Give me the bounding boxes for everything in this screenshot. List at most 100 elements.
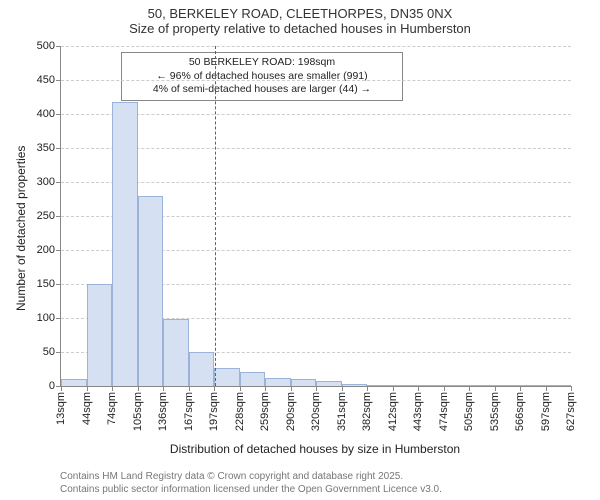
y-tick-label: 200 xyxy=(37,244,55,256)
histogram-bar xyxy=(444,385,470,386)
annotation-line: ← 96% of detached houses are smaller (99… xyxy=(128,70,396,84)
histogram-bar xyxy=(61,379,87,386)
histogram-bar xyxy=(291,379,317,386)
x-tick-mark xyxy=(393,386,394,391)
x-tick-label: 290sqm xyxy=(285,392,297,431)
x-tick-label: 627sqm xyxy=(565,392,577,431)
y-tick-mark xyxy=(56,318,61,319)
histogram-bar xyxy=(138,196,164,386)
x-tick-label: 474sqm xyxy=(438,392,450,431)
x-tick-label: 443sqm xyxy=(412,392,424,431)
histogram-bar xyxy=(469,385,495,386)
x-tick-mark xyxy=(112,386,113,391)
x-tick-mark xyxy=(418,386,419,391)
x-tick-label: 535sqm xyxy=(489,392,501,431)
x-tick-mark xyxy=(138,386,139,391)
histogram-bar xyxy=(112,102,138,386)
title-line-1: 50, BERKELEY ROAD, CLEETHORPES, DN35 0NX xyxy=(0,6,600,21)
histogram-bar xyxy=(393,385,419,386)
x-tick-label: 44sqm xyxy=(81,392,93,425)
grid-line xyxy=(61,80,571,81)
footer-attribution: Contains HM Land Registry data © Crown c… xyxy=(60,470,442,496)
y-tick-mark xyxy=(56,216,61,217)
y-tick-label: 50 xyxy=(43,346,55,358)
x-tick-mark xyxy=(189,386,190,391)
x-tick-label: 136sqm xyxy=(157,392,169,431)
footer-line-2: Contains public sector information licen… xyxy=(60,483,442,496)
y-tick-label: 250 xyxy=(37,210,55,222)
chart-container: 50, BERKELEY ROAD, CLEETHORPES, DN35 0NX… xyxy=(0,0,600,500)
x-tick-label: 320sqm xyxy=(310,392,322,431)
reference-line xyxy=(215,46,216,386)
y-tick-mark xyxy=(56,114,61,115)
plot-area: 50 BERKELEY ROAD: 198sqm← 96% of detache… xyxy=(60,46,571,387)
x-tick-mark xyxy=(469,386,470,391)
histogram-bar xyxy=(214,368,240,386)
x-tick-label: 505sqm xyxy=(463,392,475,431)
title-block: 50, BERKELEY ROAD, CLEETHORPES, DN35 0NX… xyxy=(0,0,600,36)
x-tick-mark xyxy=(342,386,343,391)
histogram-bar xyxy=(265,378,291,386)
x-tick-label: 351sqm xyxy=(336,392,348,431)
histogram-bar xyxy=(189,352,215,386)
footer-line-1: Contains HM Land Registry data © Crown c… xyxy=(60,470,442,483)
histogram-bar xyxy=(87,284,113,386)
x-tick-label: 13sqm xyxy=(55,392,67,425)
y-tick-mark xyxy=(56,148,61,149)
x-axis-label: Distribution of detached houses by size … xyxy=(60,442,570,456)
y-axis-label: Number of detached properties xyxy=(14,146,28,311)
x-tick-label: 566sqm xyxy=(514,392,526,431)
grid-line xyxy=(61,182,571,183)
y-tick-mark xyxy=(56,250,61,251)
histogram-bar xyxy=(163,319,189,386)
y-tick-label: 150 xyxy=(37,278,55,290)
y-tick-mark xyxy=(56,182,61,183)
grid-line xyxy=(61,46,571,47)
y-tick-label: 350 xyxy=(37,142,55,154)
x-tick-mark xyxy=(520,386,521,391)
x-tick-label: 228sqm xyxy=(234,392,246,431)
annotation-line: 50 BERKELEY ROAD: 198sqm xyxy=(128,56,396,70)
y-tick-label: 100 xyxy=(37,312,55,324)
x-tick-mark xyxy=(265,386,266,391)
histogram-bar xyxy=(316,381,342,386)
x-tick-label: 105sqm xyxy=(132,392,144,431)
x-tick-mark xyxy=(291,386,292,391)
grid-line xyxy=(61,148,571,149)
x-tick-mark xyxy=(61,386,62,391)
y-tick-mark xyxy=(56,352,61,353)
x-tick-label: 74sqm xyxy=(106,392,118,425)
y-tick-label: 450 xyxy=(37,74,55,86)
x-tick-label: 412sqm xyxy=(387,392,399,431)
histogram-bar xyxy=(495,385,521,386)
y-tick-label: 300 xyxy=(37,176,55,188)
x-tick-label: 382sqm xyxy=(361,392,373,431)
x-tick-label: 197sqm xyxy=(208,392,220,431)
y-tick-mark xyxy=(56,284,61,285)
x-tick-mark xyxy=(316,386,317,391)
y-tick-label: 400 xyxy=(37,108,55,120)
x-tick-mark xyxy=(571,386,572,391)
annotation-line: 4% of semi-detached houses are larger (4… xyxy=(128,83,396,97)
annotation-box: 50 BERKELEY ROAD: 198sqm← 96% of detache… xyxy=(121,52,403,101)
y-tick-mark xyxy=(56,46,61,47)
grid-line xyxy=(61,114,571,115)
x-tick-label: 597sqm xyxy=(540,392,552,431)
histogram-bar xyxy=(342,384,368,386)
histogram-bar xyxy=(546,385,572,386)
histogram-bar xyxy=(367,385,393,386)
title-line-2: Size of property relative to detached ho… xyxy=(0,21,600,36)
histogram-bar xyxy=(240,372,266,386)
x-tick-label: 259sqm xyxy=(259,392,271,431)
x-tick-mark xyxy=(87,386,88,391)
y-tick-label: 500 xyxy=(37,40,55,52)
histogram-bar xyxy=(418,385,444,386)
y-tick-mark xyxy=(56,80,61,81)
y-tick-label: 0 xyxy=(49,380,55,392)
histogram-bar xyxy=(520,385,546,386)
x-tick-mark xyxy=(495,386,496,391)
x-tick-mark xyxy=(444,386,445,391)
x-tick-mark xyxy=(163,386,164,391)
x-tick-mark xyxy=(367,386,368,391)
x-tick-mark xyxy=(240,386,241,391)
